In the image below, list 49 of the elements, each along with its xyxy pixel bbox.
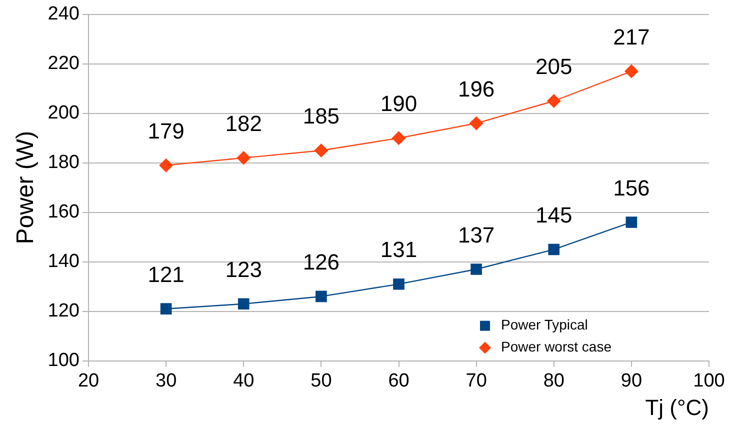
x-tick-label: 100 xyxy=(693,370,725,392)
y-tick-label: 200 xyxy=(48,102,80,124)
legend-label: Power worst case xyxy=(501,338,612,355)
data-label: 121 xyxy=(148,262,184,287)
x-tick-label: 30 xyxy=(155,370,177,392)
data-label: 123 xyxy=(225,256,262,282)
point xyxy=(160,303,172,314)
point xyxy=(469,116,484,130)
y-tick-label: 240 xyxy=(48,4,80,25)
x-tick-label: 80 xyxy=(543,370,564,392)
x-tick-label: 50 xyxy=(310,370,332,392)
point xyxy=(238,298,250,310)
data-label: 190 xyxy=(380,91,418,116)
x-tick-label: 40 xyxy=(233,370,254,392)
point xyxy=(236,150,251,165)
data-label: 196 xyxy=(458,76,495,102)
y-tick-label: 220 xyxy=(48,53,80,74)
data-label: 185 xyxy=(302,104,340,129)
data-label: 126 xyxy=(302,250,340,275)
y-tick-label: 100 xyxy=(48,350,80,372)
data-label: 205 xyxy=(536,54,572,80)
x-tick-label: 60 xyxy=(388,370,410,392)
data-label: 156 xyxy=(613,175,650,200)
y-tick-label: 140 xyxy=(48,251,80,272)
y-axis-title: Power (W) xyxy=(12,130,40,244)
data-label: 182 xyxy=(225,110,262,136)
data-label: 217 xyxy=(613,24,650,50)
legend-label: Power Typical xyxy=(501,316,588,333)
y-tick-label: 160 xyxy=(48,202,80,223)
point xyxy=(470,264,482,275)
x-tick-label: 90 xyxy=(620,370,642,392)
point xyxy=(624,64,638,78)
y-tick-label: 120 xyxy=(48,300,80,322)
point xyxy=(546,94,561,108)
x-tick-label: 20 xyxy=(78,370,100,392)
y-tick-label: 180 xyxy=(48,152,80,174)
point xyxy=(393,278,404,290)
x-axis-title: Tj (°C) xyxy=(645,394,709,420)
x-tick-label: 70 xyxy=(466,370,487,392)
point xyxy=(626,216,638,228)
data-label: 145 xyxy=(536,202,572,228)
point xyxy=(314,143,328,158)
data-label: 137 xyxy=(458,222,495,248)
data-label: 131 xyxy=(380,237,418,262)
point xyxy=(159,158,174,172)
data-label: 179 xyxy=(148,118,184,144)
point xyxy=(548,244,560,256)
point xyxy=(316,290,327,302)
point xyxy=(392,131,406,146)
